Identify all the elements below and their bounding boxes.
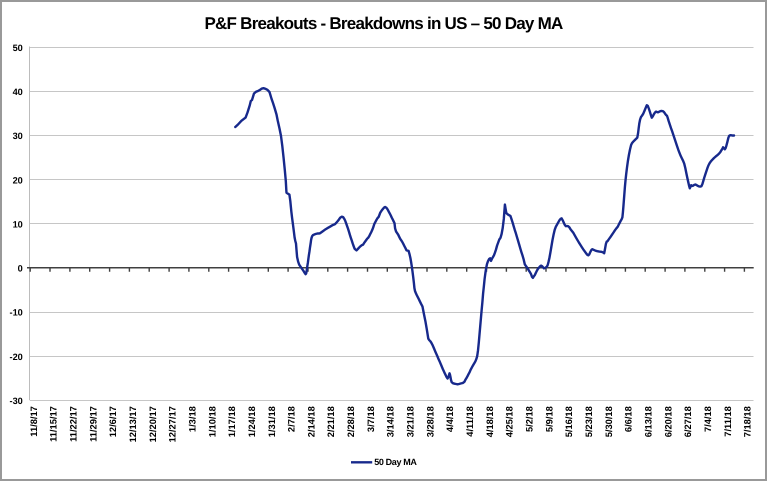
svg-text:2/21/18: 2/21/18 (326, 406, 336, 437)
svg-text:12/20/17: 12/20/17 (148, 406, 158, 442)
svg-text:11/8/17: 11/8/17 (29, 406, 39, 437)
svg-text:2/28/18: 2/28/18 (346, 406, 356, 437)
svg-text:1/3/18: 1/3/18 (187, 406, 197, 432)
svg-text:3/7/18: 3/7/18 (366, 406, 376, 432)
svg-text:6/6/18: 6/6/18 (624, 406, 634, 432)
svg-text:5/2/18: 5/2/18 (525, 406, 535, 432)
svg-text:30: 30 (13, 131, 23, 141)
svg-text:7/18/18: 7/18/18 (743, 406, 753, 437)
svg-text:5/23/18: 5/23/18 (584, 406, 594, 437)
svg-text:40: 40 (13, 87, 23, 97)
svg-text:50 Day MA: 50 Day MA (374, 457, 417, 467)
svg-text:1/10/18: 1/10/18 (207, 406, 217, 437)
svg-text:50: 50 (13, 43, 23, 53)
svg-text:6/20/18: 6/20/18 (663, 406, 673, 437)
svg-text:3/14/18: 3/14/18 (386, 406, 396, 437)
svg-text:2/7/18: 2/7/18 (287, 406, 297, 432)
svg-text:1/31/18: 1/31/18 (267, 406, 277, 437)
svg-text:1/17/18: 1/17/18 (227, 406, 237, 437)
svg-text:7/11/18: 7/11/18 (723, 406, 733, 437)
svg-text:11/29/17: 11/29/17 (88, 406, 98, 442)
svg-text:-20: -20 (10, 352, 23, 362)
svg-text:3/21/18: 3/21/18 (406, 406, 416, 437)
svg-text:5/30/18: 5/30/18 (604, 406, 614, 437)
svg-text:11/22/17: 11/22/17 (69, 406, 79, 442)
svg-text:10: 10 (13, 219, 23, 229)
svg-text:4/18/18: 4/18/18 (485, 406, 495, 437)
svg-text:P&F Breakouts - Breakdowns in: P&F Breakouts - Breakdowns in US – 50 Da… (204, 14, 563, 33)
svg-text:12/6/17: 12/6/17 (108, 406, 118, 437)
svg-text:3/28/18: 3/28/18 (425, 406, 435, 437)
svg-text:6/13/18: 6/13/18 (644, 406, 654, 437)
svg-text:0: 0 (18, 264, 23, 274)
svg-text:1/24/18: 1/24/18 (247, 406, 257, 437)
svg-text:5/16/18: 5/16/18 (564, 406, 574, 437)
svg-text:-10: -10 (10, 308, 23, 318)
svg-text:4/4/18: 4/4/18 (445, 406, 455, 432)
svg-text:4/11/18: 4/11/18 (465, 406, 475, 437)
svg-text:2/14/18: 2/14/18 (306, 406, 316, 437)
svg-text:11/15/17: 11/15/17 (49, 406, 59, 442)
svg-text:12/27/17: 12/27/17 (168, 406, 178, 442)
svg-text:20: 20 (13, 175, 23, 185)
svg-text:12/13/17: 12/13/17 (128, 406, 138, 442)
svg-text:5/9/18: 5/9/18 (544, 406, 554, 432)
svg-text:-30: -30 (10, 396, 23, 406)
svg-text:6/27/18: 6/27/18 (683, 406, 693, 437)
svg-text:4/25/18: 4/25/18 (505, 406, 515, 437)
svg-text:7/4/18: 7/4/18 (703, 406, 713, 432)
